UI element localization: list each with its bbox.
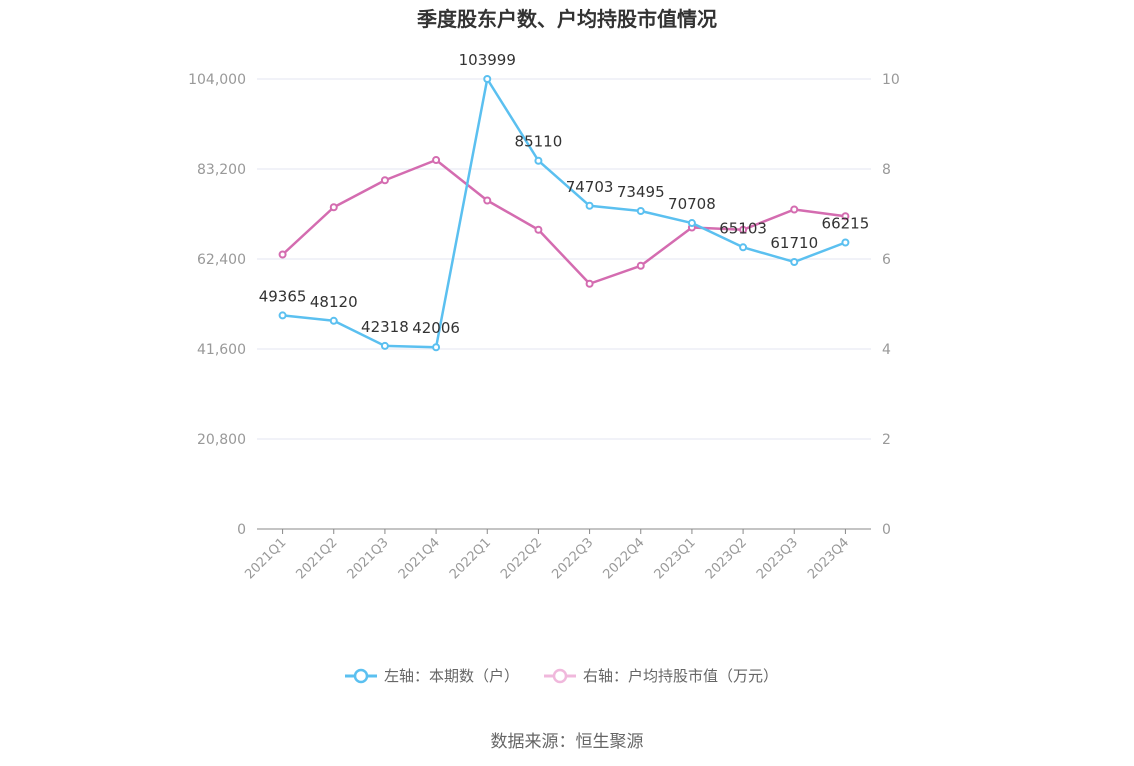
data-label: 42318: [361, 318, 409, 336]
series-line-right: [281, 158, 846, 285]
x-tick-label: 2021Q1: [242, 535, 289, 582]
chart-title: 季度股东户数、户均持股市值情况: [416, 7, 717, 31]
data-label: 85110: [515, 133, 563, 151]
data-point-left[interactable]: [687, 219, 696, 228]
source-note: 数据来源：恒生聚源: [491, 732, 644, 752]
x-tick-label: 2022Q4: [600, 535, 647, 582]
x-tick-label: 2023Q1: [652, 535, 699, 582]
x-axis: 2021Q1 2021Q2 2021Q3 2021Q4 2022Q1 2022Q2 2022…: [242, 528, 871, 582]
x-tick-label: 2021Q4: [396, 535, 443, 582]
data-point-right[interactable]: [585, 279, 594, 288]
data-label: 42006: [412, 319, 460, 337]
data-point-left[interactable]: [329, 316, 338, 325]
y-right-tick-label: 6: [882, 252, 891, 268]
x-tick-label: 2021Q2: [293, 535, 340, 582]
data-label: 65103: [719, 219, 767, 237]
y-left-tick-label: 104,000: [188, 72, 246, 88]
data-point-left[interactable]: [585, 201, 594, 210]
legend-item-right[interactable]: 右轴：户均持股市值（万元）: [544, 667, 778, 685]
data-point-right[interactable]: [432, 156, 441, 164]
legend-marker-right: [552, 668, 568, 684]
data-label: 73495: [617, 183, 665, 201]
x-tick-label: 2023Q4: [805, 535, 852, 582]
y-left-tick-label: 0: [237, 522, 246, 538]
right-axis: 0 2 4 6 8 10: [882, 72, 900, 538]
y-right-tick-label: 10: [882, 72, 900, 88]
data-point-right[interactable]: [790, 205, 799, 214]
series-line-left: [282, 77, 846, 349]
legend[interactable]: 左轴：本期数（户） 右轴：户均持股市值（万元）: [345, 667, 778, 685]
data-point-left[interactable]: [790, 257, 799, 266]
data-point-left[interactable]: [841, 238, 850, 247]
data-point-right[interactable]: [534, 225, 543, 234]
data-point-right[interactable]: [739, 225, 748, 234]
left-axis: 0 20,800 41,600 62,400 83,200 104,000: [188, 72, 246, 538]
data-point-left[interactable]: [380, 341, 389, 350]
legend-label-left: 左轴：本期数（户）: [384, 667, 519, 685]
data-label: 74703: [566, 178, 614, 196]
y-left-tick-label: 62,400: [197, 252, 246, 268]
x-tick-label: 2023Q2: [703, 535, 750, 582]
y-right-tick-label: 8: [882, 162, 891, 178]
x-tick-label: 2022Q1: [447, 535, 494, 582]
x-tick-label: 2023Q3: [754, 535, 801, 582]
data-point-left[interactable]: [432, 343, 441, 352]
data-point-right[interactable]: [278, 250, 287, 259]
data-point-right[interactable]: [380, 176, 389, 185]
legend-label-right: 右轴：户均持股市值（万元）: [583, 667, 778, 685]
data-point-left[interactable]: [534, 156, 543, 165]
data-point-left[interactable]: [739, 243, 748, 252]
gridlines: [257, 78, 871, 440]
data-point-right[interactable]: [636, 261, 645, 270]
y-left-tick-label: 20,800: [197, 432, 246, 448]
legend-marker-left: [353, 668, 369, 684]
data-label: 66215: [822, 214, 870, 232]
data-label: 70708: [668, 195, 716, 213]
data-point-right[interactable]: [483, 196, 492, 205]
data-point-right[interactable]: [841, 212, 850, 221]
data-label: 48120: [310, 293, 358, 311]
data-point-right[interactable]: [329, 203, 338, 212]
y-right-tick-label: 4: [882, 342, 891, 358]
x-tick-label: 2022Q3: [549, 535, 596, 582]
data-label: 61710: [770, 234, 818, 252]
y-right-tick-label: 0: [882, 522, 891, 538]
data-label: 49365: [259, 287, 307, 305]
y-right-tick-label: 2: [882, 432, 891, 448]
data-label: 103999: [459, 51, 516, 69]
y-left-tick-label: 41,600: [197, 342, 246, 358]
x-tick-label: 2021Q3: [345, 535, 392, 582]
data-point-left[interactable]: [278, 311, 287, 320]
data-point-left[interactable]: [483, 75, 492, 84]
data-point-left[interactable]: [636, 206, 645, 215]
y-left-tick-label: 83,200: [197, 162, 246, 178]
x-tick-label: 2022Q2: [498, 535, 545, 582]
legend-item-left[interactable]: 左轴：本期数（户）: [345, 667, 519, 685]
